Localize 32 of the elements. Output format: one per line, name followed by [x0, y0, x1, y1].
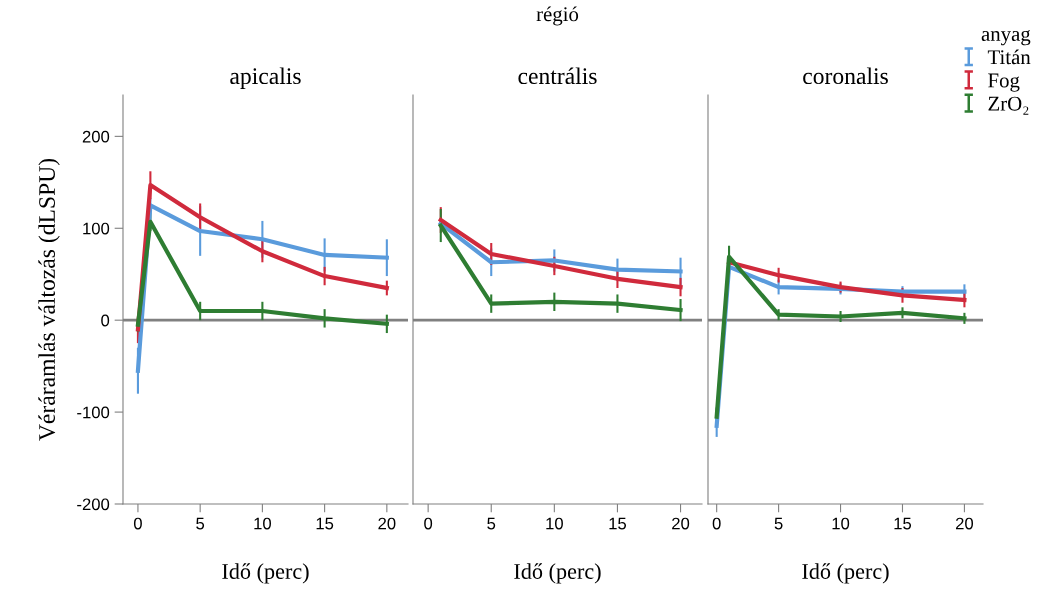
y-axis-title: Véráramlás változás (dLSPU) — [38, 158, 60, 441]
y-tick-label: -200 — [77, 498, 110, 511]
x-tick-label: 5 — [487, 517, 496, 530]
x-tick-label: 0 — [712, 517, 721, 530]
x-tick-label: 15 — [609, 517, 627, 530]
x-axis-title: Idő (perc) — [222, 563, 309, 584]
y-tick-label: 200 — [82, 130, 110, 143]
x-tick-label: 0 — [133, 517, 142, 530]
x-tick-label: 0 — [424, 517, 433, 530]
y-tick-label: 0 — [101, 314, 110, 327]
x-tick-label: 5 — [196, 517, 205, 530]
text: régió — [536, 6, 579, 26]
x-tick-label: 5 — [774, 517, 783, 530]
legend-title: anyag — [981, 30, 1031, 46]
x-axis-title: Idő (perc) — [802, 563, 889, 584]
legend-label: Fog — [988, 73, 1020, 92]
x-tick-label: 10 — [254, 517, 272, 530]
x-tick-label: 10 — [832, 517, 850, 530]
legend-label: ZrO₂ — [988, 96, 1029, 115]
y-tick-label: -100 — [77, 406, 110, 419]
chart-title: centrális — [518, 67, 597, 85]
x-tick-label: 15 — [316, 517, 334, 530]
legend-label: Titán — [987, 49, 1031, 65]
x-tick-label: 20 — [955, 517, 974, 530]
x-tick-label: 20 — [378, 517, 396, 530]
x-tick-label: 20 — [672, 517, 690, 530]
x-axis-title: Idő (perc) — [514, 563, 601, 584]
chart-title: coronalis — [803, 67, 888, 85]
y-tick-label: 100 — [83, 222, 110, 235]
x-tick-label: 15 — [894, 517, 912, 530]
chart-title: apicalis — [230, 67, 301, 89]
x-tick-label: 10 — [546, 517, 563, 530]
